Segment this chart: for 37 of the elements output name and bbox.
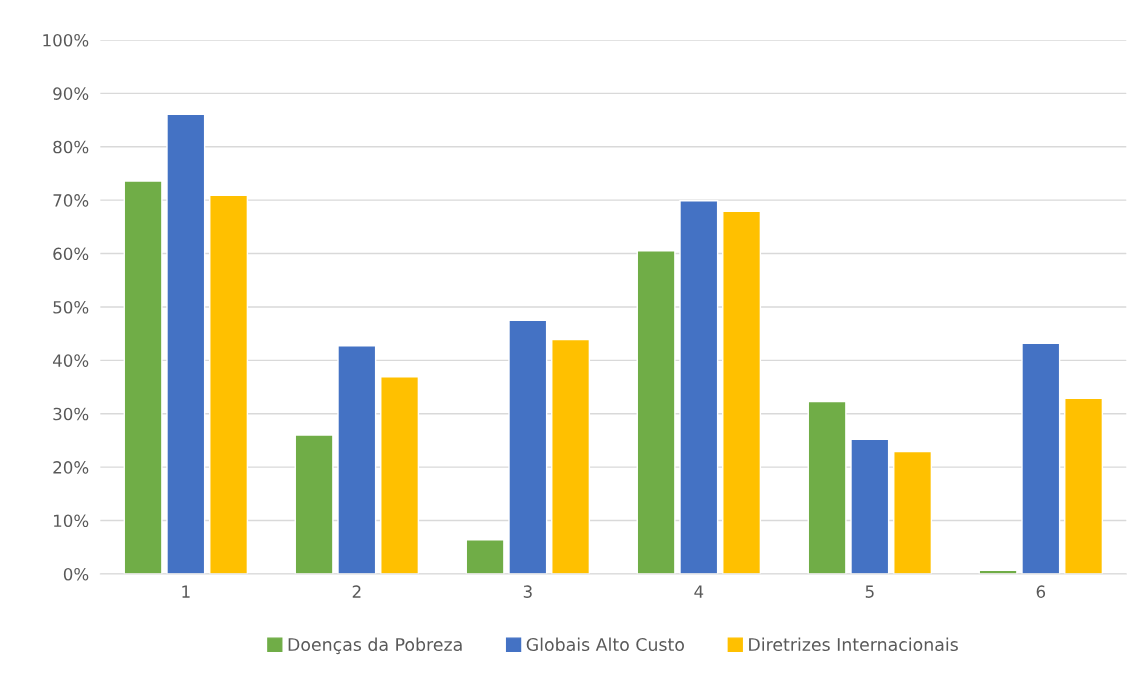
y-tick-label: 30% <box>53 407 89 421</box>
bar <box>893 450 933 574</box>
y-tick-label: 50% <box>53 300 89 314</box>
bar <box>679 199 719 574</box>
bar <box>722 210 762 574</box>
y-tick-label: 0% <box>63 567 89 581</box>
x-tick-label: 6 <box>1036 585 1046 598</box>
bar <box>1021 342 1061 574</box>
y-tick-label: 10% <box>54 514 89 528</box>
legend-label: Doenças da Pobreza <box>288 637 462 655</box>
y-tick-label: 20% <box>53 461 89 474</box>
bar <box>465 539 505 574</box>
y-tick-label: 60% <box>53 247 89 261</box>
bar <box>380 376 420 574</box>
bar <box>1064 397 1104 574</box>
bar <box>551 338 591 574</box>
bar <box>123 180 163 574</box>
bar <box>850 438 890 574</box>
bar <box>337 345 377 574</box>
legend-label: Globais Alto Custo <box>526 637 684 652</box>
legend-label: Diretrizes Internacionais <box>749 637 958 652</box>
x-tick-label: 1 <box>182 585 190 598</box>
y-tick-label: 70% <box>53 194 89 207</box>
y-tick-label: 90% <box>53 87 89 100</box>
bar <box>209 194 249 574</box>
bar <box>166 113 206 574</box>
bar <box>294 434 334 574</box>
x-tick-label: 5 <box>865 585 874 598</box>
bar <box>508 319 548 574</box>
x-tick-label: 4 <box>694 585 704 598</box>
bar <box>807 400 847 574</box>
y-tick-label: 40% <box>52 354 89 367</box>
y-tick-label: 100% <box>43 33 89 47</box>
x-tick-label: 3 <box>523 585 532 598</box>
y-tick-label: 80% <box>53 140 89 154</box>
bar <box>636 250 676 574</box>
x-tick-label: 2 <box>352 585 361 598</box>
